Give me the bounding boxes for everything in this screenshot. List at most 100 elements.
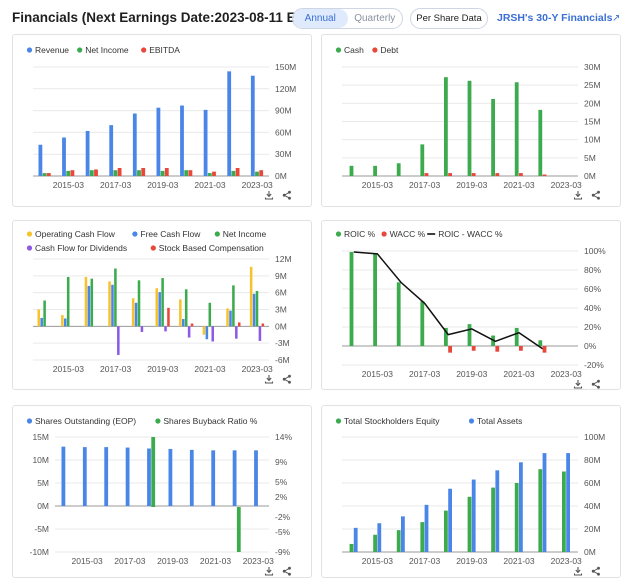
- bar-free-cash-flow[interactable]: [229, 310, 232, 327]
- bar-debt[interactable]: [542, 174, 547, 176]
- tab-annual[interactable]: Annual: [293, 9, 348, 28]
- bar-net-income[interactable]: [161, 278, 164, 327]
- bar-ebitda[interactable]: [235, 168, 240, 176]
- bar-total-stockholders-equity[interactable]: [538, 469, 543, 552]
- bar-debt[interactable]: [519, 173, 523, 176]
- bar-ebitda[interactable]: [188, 170, 193, 176]
- bar-ebitda[interactable]: [70, 170, 75, 176]
- legend-net-income[interactable]: Net Income: [77, 45, 129, 55]
- bar-net-income[interactable]: [42, 173, 47, 176]
- bar-debt[interactable]: [471, 173, 476, 176]
- bar-total-assets[interactable]: [519, 462, 523, 552]
- line-roic-wacc[interactable]: [353, 251, 544, 350]
- bar-stock-based-compensation[interactable]: [190, 323, 194, 327]
- share-icon[interactable]: [591, 566, 600, 576]
- bar-net-income[interactable]: [114, 268, 117, 327]
- bar-wacc[interactable]: [495, 346, 500, 352]
- bar-cash-flow-for-dividends[interactable]: [211, 326, 214, 342]
- bar-revenue[interactable]: [156, 107, 161, 176]
- legend-free-cash-flow[interactable]: Free Cash Flow: [132, 229, 201, 239]
- bar-roic[interactable]: [373, 253, 377, 346]
- bar-net-income[interactable]: [255, 171, 259, 176]
- legend-total-stockholders-equity[interactable]: Total Stockholders Equity: [335, 416, 440, 426]
- bar-wacc[interactable]: [542, 346, 547, 353]
- bar-cash-flow-for-dividends[interactable]: [164, 326, 167, 332]
- bar-revenue[interactable]: [203, 109, 208, 176]
- bar-total-assets[interactable]: [542, 453, 547, 552]
- bar-cash[interactable]: [373, 165, 377, 176]
- bar-net-income[interactable]: [232, 285, 235, 327]
- bar-total-assets[interactable]: [495, 470, 500, 552]
- bar-roic[interactable]: [396, 282, 401, 346]
- bar-total-stockholders-equity[interactable]: [420, 522, 425, 552]
- bar-free-cash-flow[interactable]: [252, 293, 256, 327]
- bar-total-stockholders-equity[interactable]: [491, 487, 495, 552]
- legend-shares-outstanding-eop[interactable]: Shares Outstanding (EOP): [26, 416, 136, 426]
- bar-revenue[interactable]: [227, 71, 232, 176]
- legend-ebitda[interactable]: EBITDA: [141, 45, 180, 55]
- bar-revenue[interactable]: [85, 130, 90, 176]
- bar-cash-flow-for-dividends[interactable]: [235, 326, 238, 339]
- bar-total-assets[interactable]: [566, 453, 570, 552]
- legend-wacc[interactable]: WACC %: [381, 229, 426, 239]
- bar-total-assets[interactable]: [353, 527, 358, 552]
- bar-shares-outstanding-eop[interactable]: [189, 449, 194, 506]
- bar-cash[interactable]: [444, 77, 448, 176]
- download-icon[interactable]: [264, 191, 274, 200]
- share-icon[interactable]: [591, 190, 600, 200]
- bar-total-stockholders-equity[interactable]: [514, 483, 519, 552]
- bar-roic[interactable]: [538, 340, 543, 346]
- bar-roic[interactable]: [444, 327, 448, 346]
- bar-operating-cash-flow[interactable]: [131, 298, 135, 327]
- bar-cash[interactable]: [420, 144, 425, 176]
- bar-ebitda[interactable]: [46, 173, 51, 176]
- bar-revenue[interactable]: [250, 75, 255, 176]
- bar-ebitda[interactable]: [212, 171, 216, 176]
- bar-total-stockholders-equity[interactable]: [444, 510, 448, 552]
- bar-free-cash-flow[interactable]: [87, 285, 91, 327]
- bar-ebitda[interactable]: [94, 169, 98, 176]
- bar-total-stockholders-equity[interactable]: [562, 471, 566, 553]
- bar-operating-cash-flow[interactable]: [226, 308, 229, 327]
- bar-operating-cash-flow[interactable]: [84, 276, 88, 327]
- bar-debt[interactable]: [424, 173, 429, 176]
- legend-operating-cash-flow[interactable]: Operating Cash Flow: [26, 229, 116, 239]
- legend-cash-flow-for-dividends[interactable]: Cash Flow for Dividends: [26, 243, 127, 253]
- thirty-year-financials-link[interactable]: JRSH's 30-Y Financials: [497, 12, 613, 24]
- download-icon[interactable]: [264, 375, 274, 384]
- bar-operating-cash-flow[interactable]: [61, 315, 64, 327]
- legend-roic[interactable]: ROIC %: [335, 229, 376, 239]
- bar-operating-cash-flow[interactable]: [179, 299, 182, 327]
- bar-shares-outstanding-eop[interactable]: [168, 448, 173, 506]
- bar-shares-outstanding-eop[interactable]: [147, 448, 151, 507]
- bar-revenue[interactable]: [132, 113, 137, 176]
- bar-total-assets[interactable]: [377, 523, 382, 552]
- bar-cash[interactable]: [467, 80, 472, 176]
- legend-stock-based-compensation[interactable]: Stock Based Compensation: [150, 243, 264, 253]
- bar-net-income[interactable]: [66, 276, 70, 327]
- tab-quarterly[interactable]: Quarterly: [354, 13, 396, 24]
- bar-net-income[interactable]: [89, 170, 94, 176]
- bar-total-assets[interactable]: [471, 479, 476, 552]
- bar-stock-based-compensation[interactable]: [261, 323, 265, 327]
- legend-shares-buyback-ratio[interactable]: Shares Buyback Ratio %: [155, 416, 258, 426]
- bar-net-income[interactable]: [255, 290, 259, 327]
- bar-stock-based-compensation[interactable]: [237, 322, 241, 327]
- bar-ebitda[interactable]: [164, 168, 169, 176]
- download-icon[interactable]: [573, 567, 583, 576]
- bar-operating-cash-flow[interactable]: [108, 281, 111, 327]
- bar-net-income[interactable]: [43, 300, 46, 327]
- bar-net-income[interactable]: [208, 302, 212, 327]
- bar-ebitda[interactable]: [259, 170, 264, 176]
- legend-total-assets[interactable]: Total Assets: [468, 416, 522, 426]
- download-icon[interactable]: [264, 567, 274, 576]
- bar-roic[interactable]: [420, 301, 425, 346]
- bar-cash[interactable]: [396, 163, 401, 176]
- bar-operating-cash-flow[interactable]: [155, 288, 159, 327]
- legend-net-income[interactable]: Net Income: [214, 229, 267, 239]
- legend-roic-wacc[interactable]: ROIC - WACC %: [427, 229, 503, 239]
- bar-free-cash-flow[interactable]: [134, 302, 138, 327]
- bar-shares-buyback-ratio[interactable]: [151, 437, 156, 507]
- bar-shares-outstanding-eop[interactable]: [232, 450, 237, 506]
- period-toggle[interactable]: Annual Quarterly: [292, 8, 403, 29]
